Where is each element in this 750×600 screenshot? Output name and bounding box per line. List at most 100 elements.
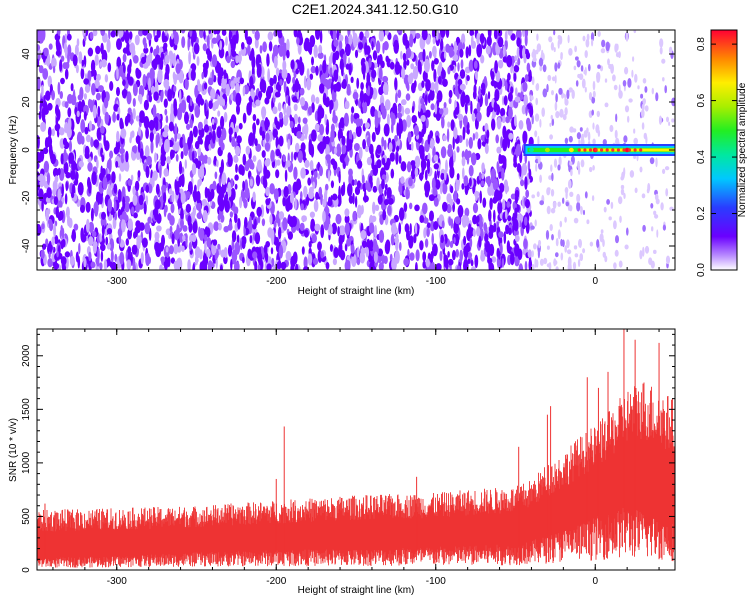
noise-cell bbox=[504, 184, 510, 193]
noise-cell bbox=[442, 134, 447, 142]
noise-cell bbox=[438, 75, 442, 85]
noise-cell bbox=[174, 130, 178, 143]
noise-cell bbox=[42, 243, 47, 250]
noise-cell bbox=[486, 35, 492, 47]
noise-cell bbox=[373, 251, 378, 264]
noise-cell bbox=[188, 51, 192, 65]
noise-cell bbox=[159, 264, 163, 270]
noise-cell bbox=[143, 200, 147, 215]
noise-cell bbox=[248, 132, 255, 146]
fading-cell bbox=[552, 201, 557, 209]
noise-cell bbox=[319, 123, 325, 136]
fading-cell bbox=[615, 52, 620, 58]
noise-cell bbox=[482, 197, 487, 208]
noise-cell bbox=[131, 206, 135, 216]
fading-cell bbox=[596, 71, 601, 82]
noise-cell bbox=[424, 58, 430, 73]
noise-cell bbox=[317, 241, 322, 251]
fading-cell bbox=[614, 249, 619, 257]
noise-cell bbox=[459, 48, 464, 58]
noise-cell bbox=[135, 69, 142, 79]
signal-peak-dot bbox=[616, 148, 621, 152]
noise-cell bbox=[191, 234, 197, 243]
fading-cell bbox=[582, 35, 586, 42]
noise-cell bbox=[60, 153, 64, 165]
noise-cell bbox=[180, 207, 184, 222]
noise-cell bbox=[364, 30, 370, 39]
noise-cell bbox=[148, 94, 153, 103]
noise-cell bbox=[174, 141, 178, 152]
noise-cell bbox=[496, 161, 499, 171]
noise-cell bbox=[106, 38, 111, 53]
noise-cell bbox=[68, 140, 72, 152]
noise-cell bbox=[361, 174, 365, 184]
noise-cell bbox=[221, 172, 227, 186]
noise-cell bbox=[333, 39, 339, 47]
signal-peak-dot bbox=[639, 148, 643, 152]
noise-cell bbox=[299, 87, 305, 96]
noise-cell bbox=[202, 43, 207, 52]
noise-cell bbox=[228, 30, 232, 42]
noise-cell bbox=[387, 113, 390, 127]
noise-cell bbox=[145, 184, 150, 193]
noise-cell bbox=[304, 37, 310, 44]
noise-cell bbox=[495, 70, 501, 83]
noise-cell bbox=[476, 111, 482, 122]
noise-cell bbox=[175, 63, 181, 74]
noise-cell bbox=[295, 263, 299, 270]
noise-cell bbox=[330, 180, 334, 189]
noise-cell bbox=[63, 152, 69, 162]
noise-cell bbox=[125, 238, 129, 246]
signal-peak-dot bbox=[605, 148, 609, 152]
noise-cell bbox=[149, 177, 153, 185]
noise-cell bbox=[332, 258, 337, 266]
noise-cell bbox=[168, 121, 174, 132]
noise-cell bbox=[310, 94, 316, 104]
noise-cell bbox=[186, 123, 191, 130]
noise-cell bbox=[475, 70, 478, 80]
noise-cell bbox=[308, 241, 312, 248]
noise-cell bbox=[325, 262, 330, 270]
fading-cell bbox=[539, 65, 543, 72]
noise-cell bbox=[478, 86, 481, 100]
y-tick-label: 500 bbox=[21, 508, 32, 525]
noise-cell bbox=[371, 69, 377, 79]
noise-cell bbox=[127, 107, 132, 115]
noise-cell bbox=[300, 203, 304, 211]
signal-peak-dot bbox=[588, 148, 593, 152]
noise-cell bbox=[525, 51, 531, 60]
fading-cell bbox=[581, 78, 586, 89]
noise-cell bbox=[470, 259, 474, 267]
noise-cell bbox=[472, 228, 476, 237]
noise-cell bbox=[462, 126, 466, 141]
noise-cell bbox=[446, 203, 452, 214]
noise-cell bbox=[495, 134, 500, 144]
noise-cell bbox=[171, 233, 175, 245]
noise-cell bbox=[398, 155, 402, 164]
fading-cell bbox=[588, 92, 593, 101]
noise-cell bbox=[254, 138, 258, 147]
noise-cell bbox=[234, 174, 239, 181]
fading-cell bbox=[591, 109, 594, 116]
fading-cell bbox=[575, 80, 579, 87]
noise-cell bbox=[160, 256, 166, 263]
noise-cell bbox=[93, 139, 99, 149]
noise-cell bbox=[219, 166, 222, 174]
noise-cell bbox=[134, 34, 140, 46]
noise-cell bbox=[122, 90, 126, 99]
noise-cell bbox=[220, 142, 225, 151]
noise-cell bbox=[314, 123, 320, 132]
noise-cell bbox=[265, 252, 268, 264]
fading-cell bbox=[580, 206, 583, 215]
noise-cell bbox=[420, 158, 427, 171]
noise-cell bbox=[261, 150, 266, 158]
noise-cell bbox=[464, 246, 468, 260]
noise-cell bbox=[465, 46, 469, 59]
noise-cell bbox=[315, 96, 320, 104]
noise-cell bbox=[294, 197, 297, 211]
noise-cell bbox=[306, 68, 310, 79]
fading-cell bbox=[620, 184, 625, 190]
noise-cell bbox=[295, 178, 302, 191]
noise-cell bbox=[475, 190, 479, 201]
noise-cell bbox=[457, 205, 464, 218]
